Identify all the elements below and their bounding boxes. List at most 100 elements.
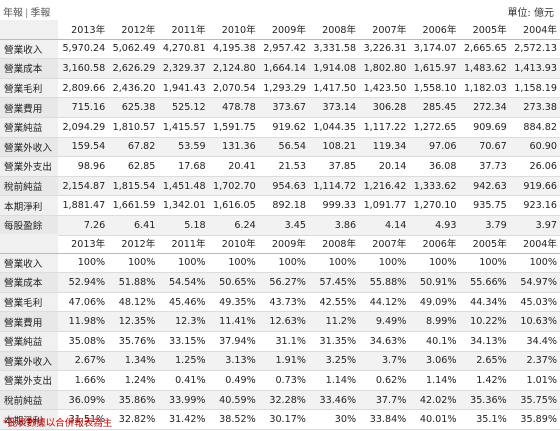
year-header: 2009年 xyxy=(258,20,309,40)
table-cell: 1.01% xyxy=(509,370,560,391)
table-cell: 12.63% xyxy=(258,311,309,332)
table-cell: 53.59 xyxy=(158,137,209,158)
table-cell: 2,154.87 xyxy=(58,176,109,197)
year-header: 2013年 xyxy=(58,234,109,254)
year-header: 2008年 xyxy=(308,234,360,254)
table-cell: 2,957.42 xyxy=(258,39,309,60)
table-cell: 159.54 xyxy=(58,137,109,158)
table-cell: 1.42% xyxy=(459,370,510,391)
table-cell: 5,970.24 xyxy=(58,39,109,60)
table-cell: 954.63 xyxy=(258,176,309,197)
table-cell: 100% xyxy=(409,253,460,274)
table-cell: 54.54% xyxy=(158,272,209,293)
table-cell: 1,415.57 xyxy=(158,117,209,138)
table-cell: 131.36 xyxy=(208,137,259,158)
table-row: 營業毛利 2,809.66 2,436.20 1,941.43 2,070.54 1,29… xyxy=(0,78,560,99)
table-cell: 1,616.05 xyxy=(208,195,259,216)
percentage-table: 2013年 2012年 2011年 2010年 2009年 2008年 2007年 2006年… xyxy=(0,234,560,430)
table-cell: 40.1% xyxy=(409,331,460,352)
table-cell: 273.38 xyxy=(509,97,560,118)
table-cell: 11.2% xyxy=(308,311,360,332)
table-cell: 2,124.80 xyxy=(208,58,259,79)
table-row: 營業成本 3,160.58 2,626.29 2,329.37 2,124.80 1,66… xyxy=(0,58,560,79)
table-cell: 0.62% xyxy=(359,370,410,391)
year-header: 2005年 xyxy=(459,234,510,254)
table-cell: 1,810.57 xyxy=(108,117,159,138)
year-header: 2006年 xyxy=(409,20,460,40)
table-cell: 48.12% xyxy=(108,292,159,313)
table-cell: 50.91% xyxy=(409,272,460,293)
table-cell: 3.45 xyxy=(258,215,309,236)
table-cell: 1.24% xyxy=(108,370,159,391)
table-cell: 2,070.54 xyxy=(208,78,259,99)
table-cell: 3.7% xyxy=(359,351,410,372)
table-cell: 2,572.13 xyxy=(509,39,560,60)
year-header: 2006年 xyxy=(409,234,460,254)
row-label: 營業外收入 xyxy=(0,137,58,158)
table-cell: 31.35% xyxy=(308,331,360,352)
year-header-row: 2013年 2012年 2011年 2010年 2009年 2008年 2007年 2006年… xyxy=(0,20,560,40)
table-cell: 42.02% xyxy=(409,390,460,411)
table-cell: 100% xyxy=(308,253,360,274)
table-cell: 1,802.80 xyxy=(359,58,410,79)
table-cell: 45.46% xyxy=(158,292,209,313)
table-cell: 43.73% xyxy=(258,292,309,313)
year-header: 2005年 xyxy=(459,20,510,40)
row-label: 稅前純益 xyxy=(0,390,58,411)
row-label: 營業純益 xyxy=(0,117,58,138)
table-cell: 1,661.59 xyxy=(108,195,159,216)
table-cell: 34.4% xyxy=(509,331,560,352)
table-cell: 1,293.29 xyxy=(258,78,309,99)
table-cell: 54.97% xyxy=(509,272,560,293)
table-cell: 923.16 xyxy=(509,195,560,216)
tab-annual[interactable]: 年報 xyxy=(3,8,23,19)
table-cell: 37.73 xyxy=(459,156,510,177)
table-cell: 40.01% xyxy=(409,409,460,430)
table-cell: 1,182.03 xyxy=(459,78,510,99)
table-cell: 35.76% xyxy=(108,331,159,352)
table-cell: 42.55% xyxy=(308,292,360,313)
row-label: 營業毛利 xyxy=(0,292,58,313)
table-cell: 36.09% xyxy=(58,390,109,411)
year-header: 2004年 xyxy=(509,234,560,254)
table-cell: 0.73% xyxy=(258,370,309,391)
table-cell: 285.45 xyxy=(409,97,460,118)
table-cell: 31.42% xyxy=(158,409,209,430)
table-cell: 935.75 xyxy=(459,195,510,216)
table-cell: 55.88% xyxy=(359,272,410,293)
header-corner xyxy=(0,20,58,40)
table-cell: 1,158.19 xyxy=(509,78,560,99)
table-cell: 56.27% xyxy=(258,272,309,293)
table-row: 營業純益 2,094.29 1,810.57 1,415.57 1,591.75 919.… xyxy=(0,117,560,138)
year-header: 2012年 xyxy=(108,20,159,40)
table-cell: 1,333.62 xyxy=(409,176,460,197)
table-cell: 100% xyxy=(108,253,159,274)
table-cell: 20.14 xyxy=(359,156,410,177)
table-cell: 62.85 xyxy=(108,156,159,177)
row-label: 營業毛利 xyxy=(0,78,58,99)
table-cell: 6.24 xyxy=(208,215,259,236)
table-cell: 35.89% xyxy=(509,409,560,430)
table-row: 稅前純益 2,154.87 1,815.54 1,451.48 1,702.70 954.… xyxy=(0,176,560,197)
tab-quarterly[interactable]: 季報 xyxy=(30,8,51,19)
table-cell: 1,558.10 xyxy=(409,78,460,99)
year-header: 2010年 xyxy=(208,20,259,40)
footnote: *此表數據以合併報表為主 xyxy=(3,418,113,429)
row-label: 營業費用 xyxy=(0,97,58,118)
table-cell: 35.86% xyxy=(108,390,159,411)
table-cell: 40.59% xyxy=(208,390,259,411)
table-cell: 884.82 xyxy=(509,117,560,138)
table-cell: 0.41% xyxy=(158,370,209,391)
table-cell: 26.06 xyxy=(509,156,560,177)
row-label: 營業成本 xyxy=(0,272,58,293)
table-row: 營業收入 5,970.24 5,062.49 4,270.81 4,195.38 2,95… xyxy=(0,39,560,60)
table-row: 本期淨利 31.51% 32.82% 31.42% 38.52% 30.17% 30% 33.… xyxy=(0,409,560,430)
table-cell: 909.69 xyxy=(459,117,510,138)
table-cell: 3,174.07 xyxy=(409,39,460,60)
table-cell: 1,815.54 xyxy=(108,176,159,197)
table-cell: 1,702.70 xyxy=(208,176,259,197)
table-cell: 37.94% xyxy=(208,331,259,352)
table-cell: 1.14% xyxy=(409,370,460,391)
table-cell: 36.08 xyxy=(409,156,460,177)
table-cell: 272.34 xyxy=(459,97,510,118)
